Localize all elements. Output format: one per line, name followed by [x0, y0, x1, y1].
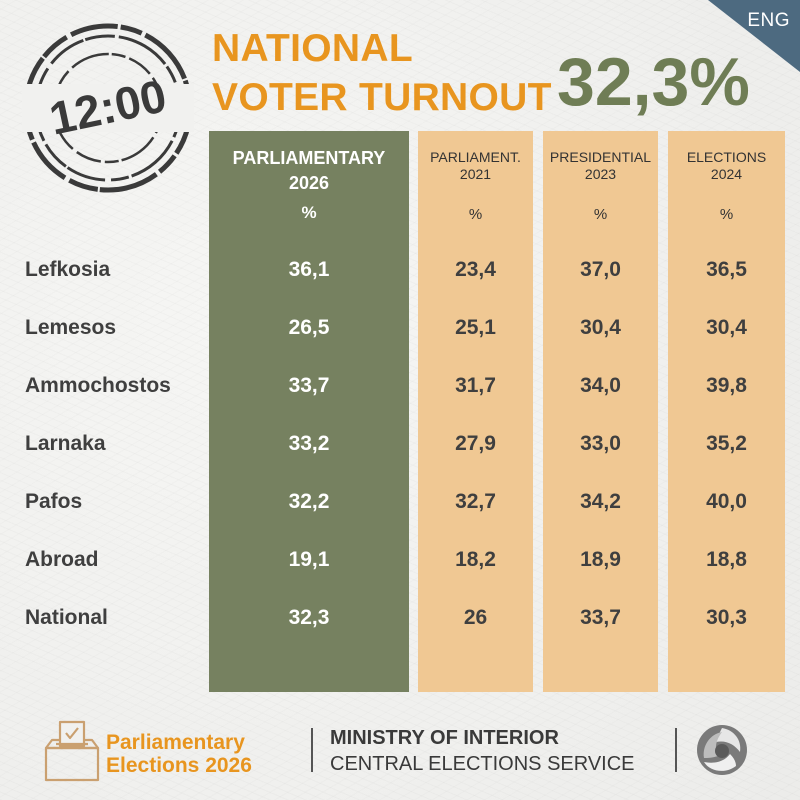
table-cell: 26,5 — [288, 316, 330, 339]
table-cell: 23,4 — [455, 258, 496, 281]
column-header-line2: 2021 — [459, 166, 492, 182]
headline-turnout: 32,3% — [557, 44, 750, 120]
table-cell: 33,0 — [580, 432, 621, 455]
time-stamp: 12:00 — [22, 23, 194, 193]
table-cell: 18,9 — [580, 548, 621, 571]
column-header-line1: ELECTIONS — [686, 149, 767, 165]
column-parliament-2021: PARLIAMENT. 2021 % 23,4 25,1 31,7 27,9 3… — [418, 131, 533, 692]
row-label-pafos: Pafos — [25, 490, 83, 513]
row-label-ammochostos: Ammochostos — [25, 374, 171, 397]
table-cell: 40,0 — [706, 490, 747, 513]
column-header-line1: PARLIAMENTARY — [232, 148, 386, 168]
table-cell: 32,3 — [288, 606, 330, 629]
column-header-line2: 2026 — [288, 173, 330, 193]
table-cell: 18,2 — [455, 548, 496, 571]
table-cell: 36,1 — [288, 258, 330, 281]
footer-ministry: MINISTRY OF INTERIOR — [330, 727, 559, 749]
column-elections-2024: ELECTIONS 2024 % 36,5 30,4 39,8 35,2 40,… — [668, 131, 785, 692]
column-header-line2: 2024 — [710, 166, 743, 182]
table-cell: 27,9 — [455, 432, 496, 455]
language-corner[interactable] — [708, 0, 800, 72]
ballot-box-icon — [44, 720, 100, 782]
table-cell: 19,1 — [288, 548, 330, 571]
column-unit: % — [468, 206, 483, 223]
ministry-logo-icon — [697, 725, 747, 775]
table-cell: 32,7 — [455, 490, 496, 513]
table-cell: 33,2 — [288, 432, 330, 455]
title-line-1: NATIONAL — [212, 27, 413, 70]
footer-election-line2: Elections 2026 — [106, 754, 252, 777]
row-label-larnaka: Larnaka — [25, 432, 106, 455]
footer-divider — [311, 728, 313, 772]
table-cell: 30,3 — [706, 606, 747, 629]
table-cell: 36,5 — [706, 258, 747, 281]
row-label-abroad: Abroad — [25, 548, 99, 571]
row-label-lefkosia: Lefkosia — [25, 258, 111, 281]
table-cell: 34,2 — [580, 490, 621, 513]
footer-divider — [675, 728, 677, 772]
table-cell: 34,0 — [580, 374, 621, 397]
table-cell: 32,2 — [288, 490, 330, 513]
column-header-line2: 2023 — [584, 166, 617, 182]
title-line-2: VOTER TURNOUT — [212, 76, 552, 119]
table-cell: 18,8 — [706, 548, 747, 571]
table-cell: 35,2 — [706, 432, 747, 455]
column-unit: % — [719, 206, 734, 223]
column-parliamentary-2026: PARLIAMENTARY 2026 % 36,1 26,5 33,7 33,2… — [209, 131, 409, 692]
column-header-line1: PRESIDENTIAL — [549, 149, 652, 165]
table-cell: 25,1 — [455, 316, 496, 339]
footer-service: CENTRAL ELECTIONS SERVICE — [330, 753, 635, 775]
row-label-national: National — [25, 606, 108, 629]
table-cell: 37,0 — [580, 258, 621, 281]
table-cell: 30,4 — [706, 316, 747, 339]
column-header-line1: PARLIAMENT. — [430, 149, 521, 165]
column-presidential-2023: PRESIDENTIAL 2023 % 37,0 30,4 34,0 33,0 … — [543, 131, 658, 692]
table-cell: 30,4 — [580, 316, 621, 339]
table-cell: 39,8 — [706, 374, 747, 397]
footer-election-line1: Parliamentary — [106, 731, 245, 754]
table-cell: 33,7 — [288, 374, 330, 397]
stamp-time: 12:00 — [45, 69, 171, 144]
table-cell: 26 — [463, 606, 488, 629]
table-cell: 33,7 — [580, 606, 621, 629]
column-unit: % — [301, 203, 317, 222]
language-label[interactable]: ENG — [747, 10, 790, 31]
table-cell: 31,7 — [455, 374, 496, 397]
column-unit: % — [593, 206, 608, 223]
row-label-lemesos: Lemesos — [25, 316, 117, 339]
